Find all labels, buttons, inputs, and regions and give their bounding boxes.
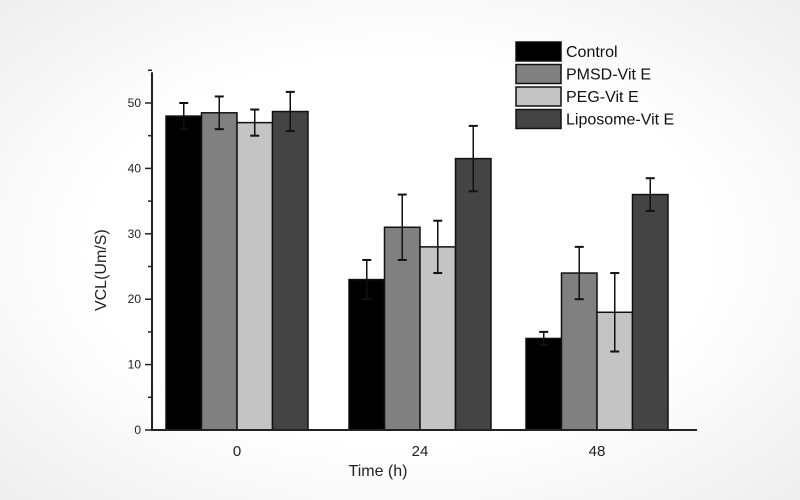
legend-swatch — [515, 63, 562, 85]
bar-peg-vit-e-0h — [236, 121, 274, 431]
bar-peg-vit-e-24h — [419, 246, 457, 431]
legend-swatch — [515, 108, 562, 130]
y-axis-title: VCL(Um/S) — [93, 229, 110, 311]
error-bar — [214, 95, 224, 131]
legend-label: PMSD-Vit E — [566, 67, 651, 84]
legend-swatch — [515, 41, 562, 62]
x-tick-label: 0 — [233, 443, 241, 460]
error-bar — [285, 90, 295, 133]
y-tick-label: 30 — [128, 227, 142, 241]
legend-item: PEG-Vit E — [515, 86, 639, 107]
error-bar — [250, 108, 260, 137]
bar-liposome-vit-e-24h — [454, 157, 492, 431]
legend-item: PMSD-Vit E — [515, 63, 651, 85]
y-tick-label: 50 — [128, 96, 142, 110]
error-bar — [539, 330, 549, 346]
legend-label: Liposome-Vit E — [566, 112, 674, 129]
y-ticks: 0 10 20 30 40 50 — [128, 69, 152, 437]
error-bar — [645, 177, 655, 212]
error-bar — [468, 124, 478, 193]
error-bar — [574, 245, 584, 301]
bar-control-24h — [348, 278, 386, 431]
x-tick-label: 24 — [412, 443, 429, 460]
y-tick-label: 40 — [128, 161, 142, 175]
error-bar — [397, 193, 407, 261]
legend: Control PMSD-Vit E PEG-Vit E Liposome-Vit E — [515, 41, 674, 130]
y-tick-label: 20 — [128, 292, 142, 306]
axes-layer — [151, 72, 697, 431]
bar-control-0h — [165, 115, 203, 431]
bar-control-48h — [525, 337, 563, 431]
x-tick-labels: 0 24 48 — [233, 443, 606, 460]
legend-label: PEG-Vit E — [566, 89, 639, 106]
error-bar — [433, 219, 443, 275]
bars-layer — [165, 110, 669, 431]
bar-pmsd-vit-e-0h — [200, 112, 238, 431]
x-axis-title: Time (h) — [349, 463, 408, 480]
y-tick-label: 10 — [128, 358, 142, 372]
error-bars-layer — [179, 90, 655, 353]
legend-swatch — [515, 86, 562, 107]
legend-item: Control — [515, 41, 618, 62]
error-bar — [610, 272, 620, 353]
error-bar — [362, 258, 372, 301]
bar-pmsd-vit-e-24h — [383, 226, 421, 431]
error-bar — [179, 102, 189, 131]
y-tick-label: 0 — [134, 423, 141, 437]
legend-label: Control — [566, 44, 618, 61]
bar-liposome-vit-e-0h — [271, 110, 309, 431]
x-tick-label: 48 — [589, 443, 606, 460]
bar-liposome-vit-e-48h — [631, 193, 669, 431]
legend-item: Liposome-Vit E — [515, 108, 674, 130]
